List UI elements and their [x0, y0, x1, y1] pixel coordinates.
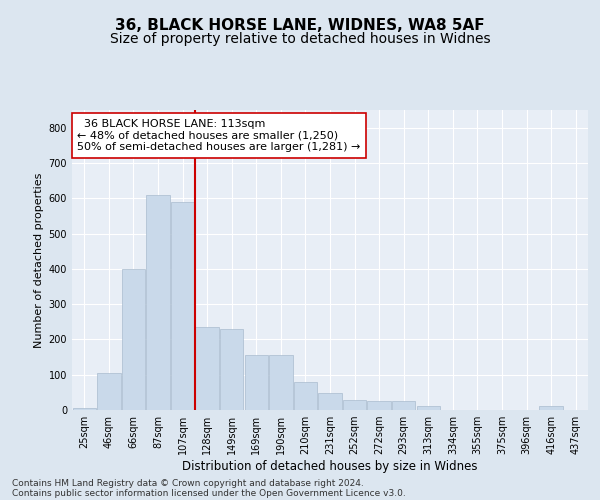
Bar — [392, 401, 415, 410]
Bar — [367, 401, 391, 410]
Y-axis label: Number of detached properties: Number of detached properties — [34, 172, 44, 348]
Bar — [146, 194, 170, 410]
Bar — [294, 382, 317, 410]
Bar — [319, 394, 341, 410]
Text: Contains HM Land Registry data © Crown copyright and database right 2024.: Contains HM Land Registry data © Crown c… — [12, 478, 364, 488]
Text: Contains public sector information licensed under the Open Government Licence v3: Contains public sector information licen… — [12, 488, 406, 498]
Text: Size of property relative to detached houses in Widnes: Size of property relative to detached ho… — [110, 32, 490, 46]
Bar — [220, 329, 244, 410]
X-axis label: Distribution of detached houses by size in Widnes: Distribution of detached houses by size … — [182, 460, 478, 473]
Bar — [73, 408, 96, 410]
Bar — [245, 356, 268, 410]
Bar — [171, 202, 194, 410]
Bar — [122, 269, 145, 410]
Bar — [196, 327, 219, 410]
Bar — [269, 356, 293, 410]
Text: 36, BLACK HORSE LANE, WIDNES, WA8 5AF: 36, BLACK HORSE LANE, WIDNES, WA8 5AF — [115, 18, 485, 32]
Bar — [416, 406, 440, 410]
Bar — [97, 373, 121, 410]
Bar — [539, 406, 563, 410]
Bar — [343, 400, 366, 410]
Text: 36 BLACK HORSE LANE: 113sqm  
← 48% of detached houses are smaller (1,250)
50% o: 36 BLACK HORSE LANE: 113sqm ← 48% of det… — [77, 119, 361, 152]
